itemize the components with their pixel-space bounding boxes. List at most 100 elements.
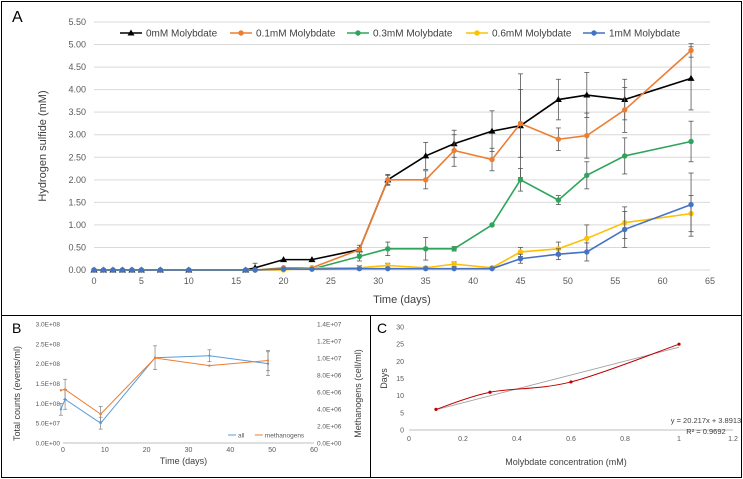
legend-label-b: all <box>238 433 245 440</box>
y-tick-label-c: 15 <box>396 376 404 383</box>
panel-b-letter: B <box>12 320 21 336</box>
legend-marker-a <box>355 30 361 36</box>
y-tick-label-b: 3.0E+08 <box>36 322 61 329</box>
y-tick-label-c: 5 <box>400 410 404 417</box>
data-point-a <box>422 152 430 159</box>
y-tick-label-c: 25 <box>396 342 404 349</box>
y2-tick-label-b: 6.0E+06 <box>317 390 342 397</box>
data-point-a <box>356 247 363 253</box>
data-point-c <box>434 407 438 411</box>
panel-c-frame <box>370 315 742 478</box>
data-point-a <box>489 156 495 163</box>
series-line-a <box>94 203 692 271</box>
y2-tick-label-b: 2.0E+06 <box>317 424 342 431</box>
data-point-a <box>555 136 562 142</box>
legend-label-a: 0.3mM Molybdate <box>373 29 453 40</box>
data-point-a <box>119 267 126 273</box>
data-point-a <box>385 246 391 252</box>
y2-axis-label-b: Methanogens (cell/ml) <box>353 349 363 438</box>
x-axis-label-b: Time (days) <box>160 456 207 466</box>
x-tick-label-a: 35 <box>421 276 431 286</box>
data-point-a <box>129 267 135 273</box>
x-tick-label-b: 0 <box>61 447 65 454</box>
data-point-a <box>242 267 249 273</box>
y-tick-label-a: 0.00 <box>68 265 86 275</box>
x-tick-label-a: 45 <box>515 276 525 286</box>
x-tick-label-c: 1.2 <box>728 436 738 443</box>
legend-label-a: 0.6mM Molybdate <box>492 29 572 40</box>
data-point-a <box>308 256 316 263</box>
data-point-a <box>688 201 694 208</box>
y-tick-label-b: 5.0E+07 <box>36 421 61 428</box>
y-tick-label-c: 10 <box>396 393 404 400</box>
y2-tick-label-b: 8.0E+06 <box>317 373 342 380</box>
x-tick-label-a: 25 <box>326 276 336 286</box>
y2-tick-label-b: 1.2E+07 <box>317 339 342 346</box>
legend-label-a: 0mM Molybdate <box>146 29 218 40</box>
x-tick-label-a: 15 <box>231 276 241 286</box>
y-axis-label-c: Days <box>379 368 389 389</box>
data-point-b <box>153 356 157 360</box>
trendline-c <box>435 346 680 411</box>
data-point-a <box>687 74 695 81</box>
data-point-a <box>186 267 192 273</box>
legend-marker-a <box>474 30 480 36</box>
x-tick-label-a: 10 <box>184 276 194 286</box>
x-tick-label-c: 0.2 <box>458 436 468 443</box>
y2-tick-label-b: 0.0E+00 <box>317 441 342 448</box>
legend-label-b: methanogens <box>265 433 305 440</box>
data-point-b <box>63 388 67 391</box>
data-point-c <box>488 390 492 394</box>
data-point-a <box>622 107 628 113</box>
data-point-a <box>280 266 287 272</box>
data-point-a <box>422 246 429 252</box>
y-tick-label-a: 0.50 <box>68 242 86 252</box>
y2-tick-label-b: 1.0E+07 <box>317 356 342 363</box>
y-tick-label-c: 0 <box>400 428 404 435</box>
legend-marker-a <box>238 30 244 36</box>
data-point-a <box>451 147 457 154</box>
data-point-a <box>584 235 590 242</box>
y2-tick-label-b: 4.0E+06 <box>317 407 342 414</box>
series-curve-c <box>435 343 680 410</box>
data-point-a <box>100 267 107 273</box>
x-tick-label-a: 60 <box>658 276 668 286</box>
data-point-a <box>280 256 288 263</box>
panel-b-frame <box>1 315 371 478</box>
x-tick-label-a: 5 <box>139 276 144 286</box>
data-point-a <box>583 91 591 98</box>
data-point-a <box>584 249 590 255</box>
data-point-a <box>451 261 457 267</box>
chart-c: 0 5 10 15 20 25 30 0 0.2 0.4 0.6 0.8 1 1.2 Molybdate c… <box>379 325 741 468</box>
y-tick-label-a: 2.50 <box>68 152 86 162</box>
x-tick-label-c: 0.4 <box>512 436 522 443</box>
data-point-a <box>356 253 363 260</box>
panel-a-letter: A <box>12 9 23 26</box>
y-tick-label-c: 30 <box>396 325 404 332</box>
y-tick-label-b: 0.0E+00 <box>36 441 61 448</box>
data-point-a <box>517 120 524 127</box>
data-point-a <box>91 267 97 273</box>
data-point-a <box>385 177 391 183</box>
data-point-b <box>208 364 211 367</box>
x-tick-label-a: 20 <box>279 276 289 286</box>
x-tick-label-b: 10 <box>101 447 109 454</box>
data-point-a <box>584 172 590 179</box>
panel-c-letter: C <box>377 320 387 336</box>
y-tick-label-b: 1.0E+08 <box>36 401 61 408</box>
x-axis-label-c: Molybdate concentration (mM) <box>505 457 627 467</box>
data-point-a <box>622 226 628 233</box>
x-tick-label-a: 40 <box>468 276 478 286</box>
data-point-c <box>569 380 573 384</box>
data-point-a <box>422 265 429 272</box>
data-point-a <box>554 96 562 103</box>
data-point-a <box>110 267 116 273</box>
data-point-b <box>59 389 63 392</box>
chart-b: 0.0E+00 5.0E+07 1.0E+08 1.5E+08 2.0E+08 2.5E+… <box>12 322 363 467</box>
y-tick-label-a: 4.00 <box>68 85 86 95</box>
data-point-a <box>688 47 694 54</box>
x-axis-label-a: Time (days) <box>373 294 431 306</box>
x-tick-label-a: 30 <box>373 276 383 286</box>
legend-marker-a <box>591 30 597 36</box>
x-tick-label-c: 0.8 <box>620 436 630 443</box>
